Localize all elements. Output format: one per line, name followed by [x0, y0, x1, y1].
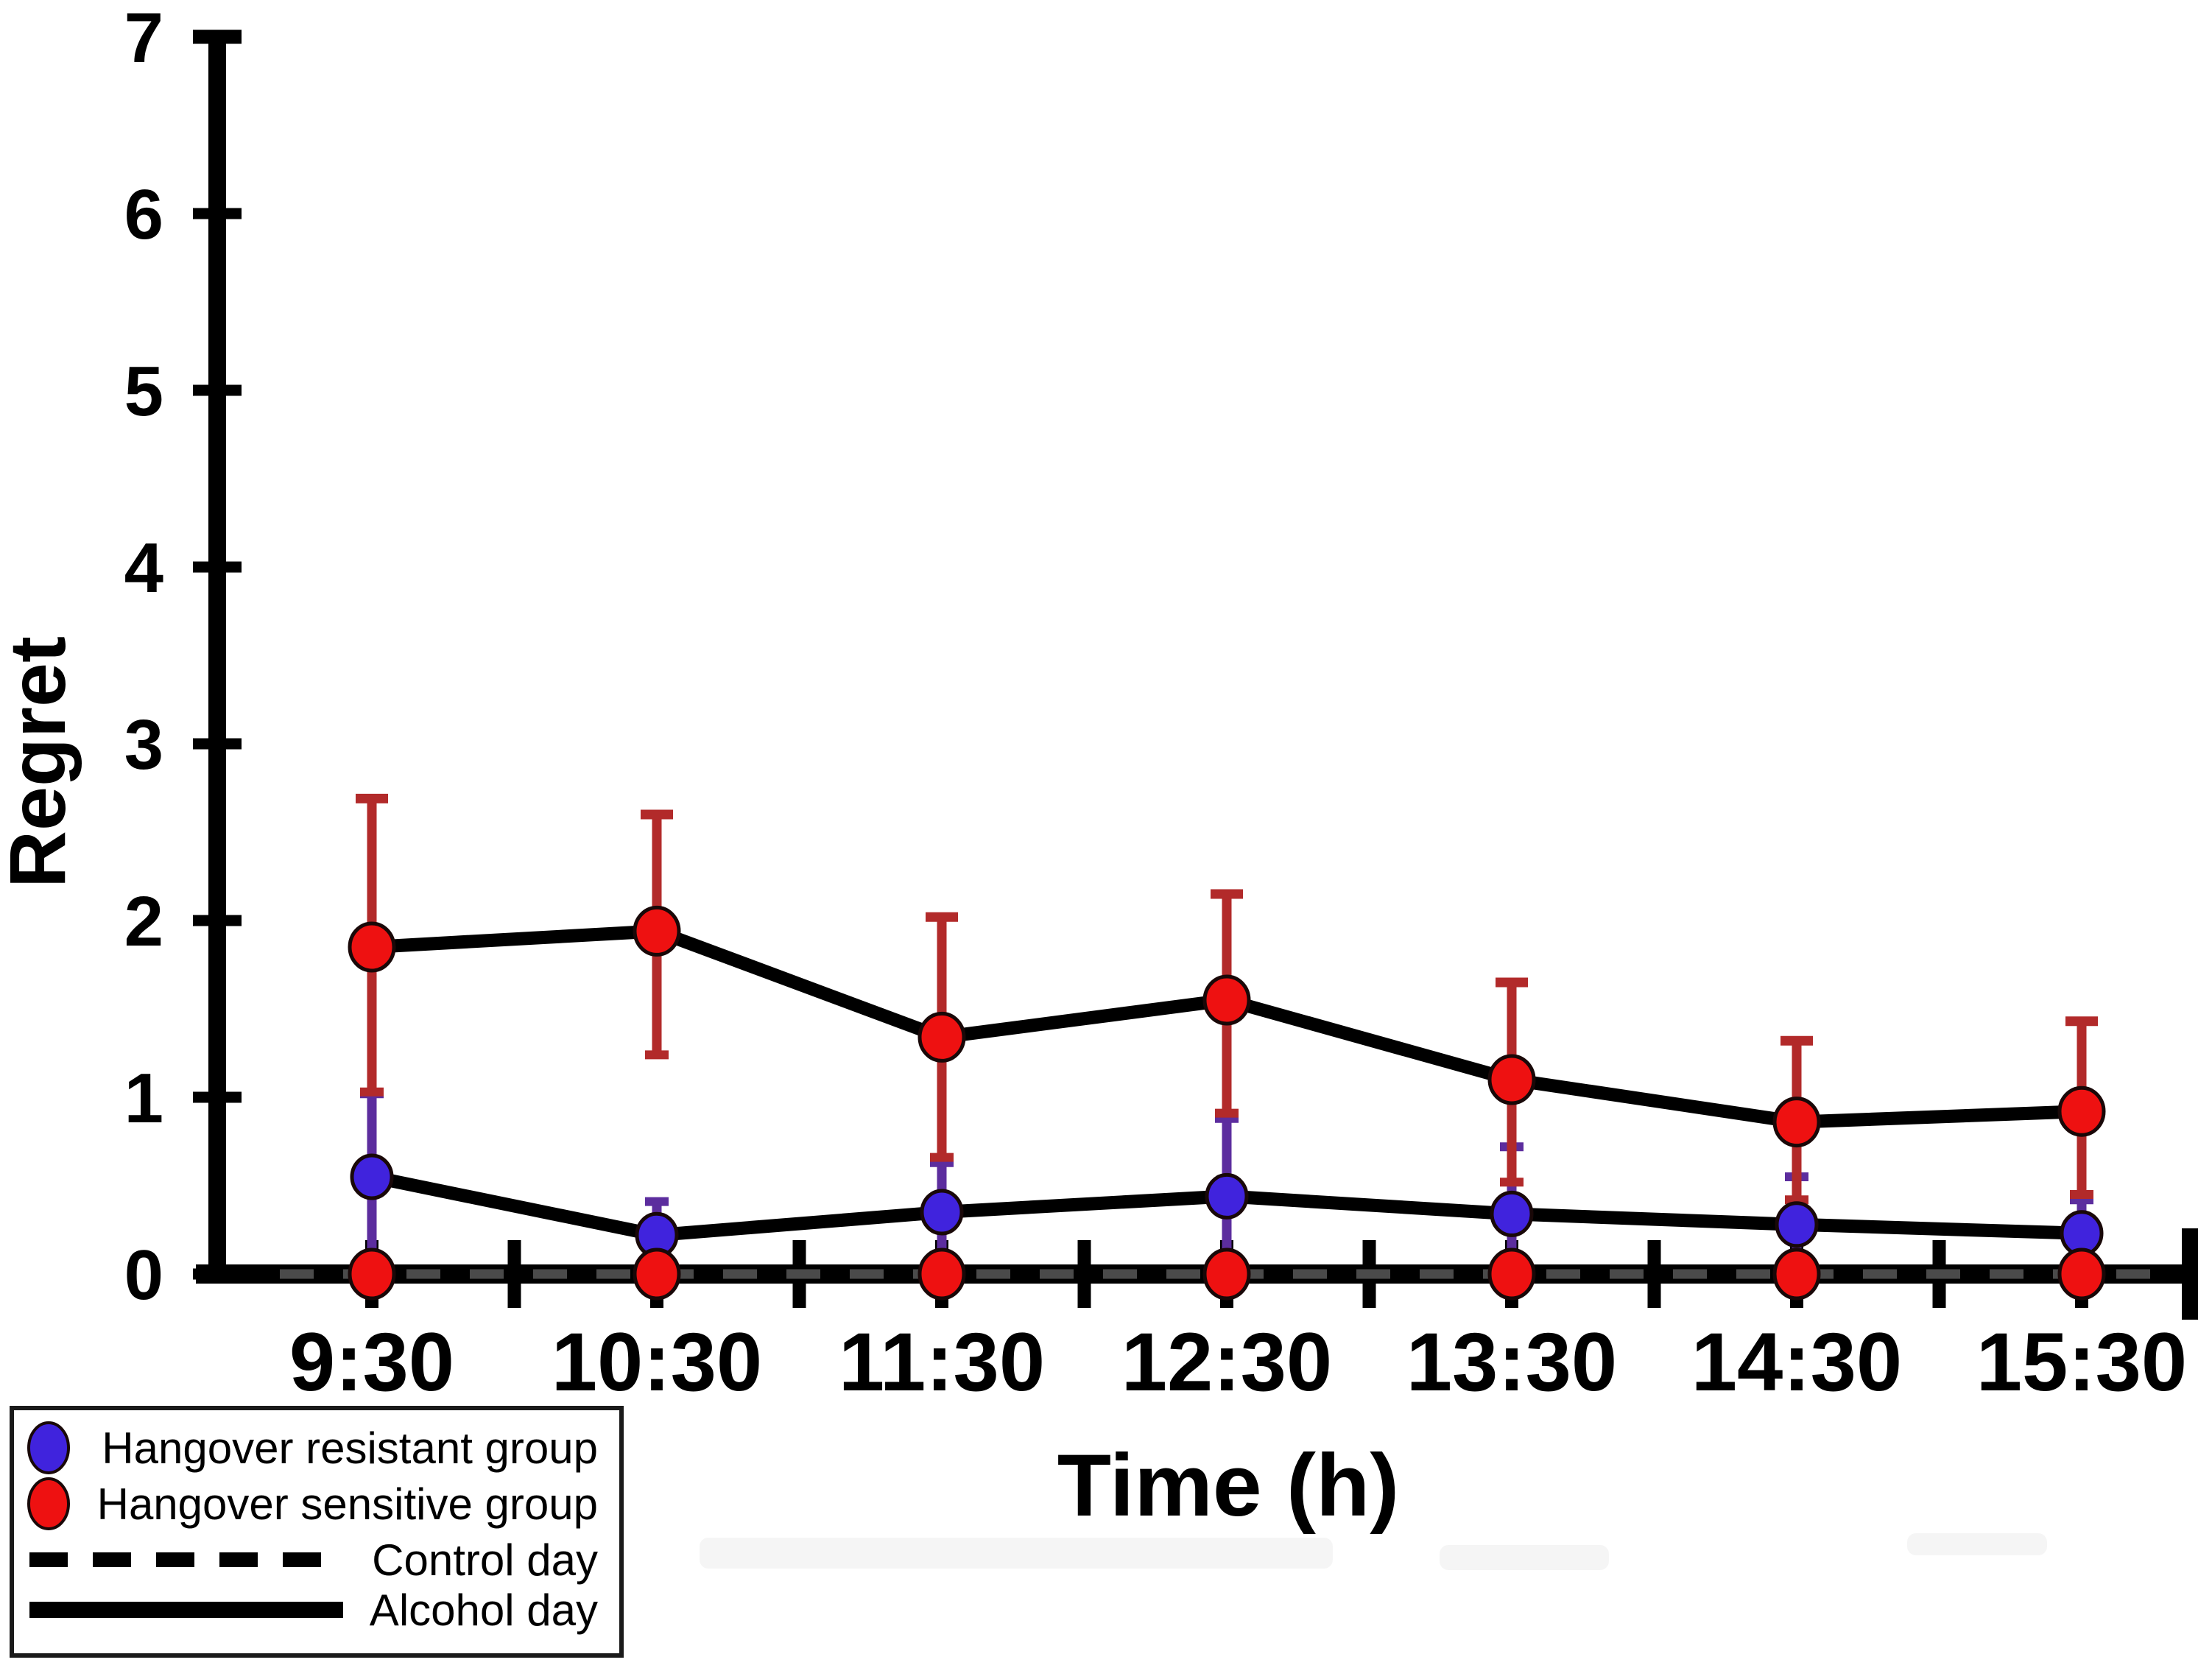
artifact-smudge [1907, 1533, 2047, 1555]
marker-blue-resistant [1205, 1172, 1249, 1220]
marker-red-sensitive [1202, 974, 1251, 1026]
data-markers [348, 905, 2106, 1301]
legend-item-label: Hangover resistant group [102, 1424, 598, 1473]
marker-red-sensitive [1772, 1097, 1821, 1148]
y-tick-label: 6 [124, 175, 163, 254]
x-axis-title: Time (h) [1057, 1436, 1399, 1535]
marker-blue-resistant [920, 1189, 964, 1236]
x-tick-label: 11:30 [839, 1316, 1045, 1408]
axis-labels: 0 1 2 3 4 5 6 7 9:30 10:30 11:30 12:30 13:30 14:30 15:… [0, 0, 2187, 1535]
y-tick-label: 1 [124, 1059, 163, 1138]
y-axis-title: Regret [0, 636, 82, 888]
x-tick-label: 12:30 [1121, 1316, 1332, 1408]
x-tick-label: 13:30 [1406, 1316, 1617, 1408]
x-tick-label: 9:30 [289, 1316, 454, 1408]
marker-red-sensitive [348, 921, 396, 973]
marker-red-control [2057, 1248, 2106, 1301]
marker-blue-resistant [1490, 1190, 1534, 1237]
marker-red-sensitive [1487, 1054, 1536, 1105]
legend-box: Hangover resistant group Hangover sensiti… [10, 1406, 624, 1658]
marker-blue-resistant [350, 1153, 394, 1200]
marker-red-control [917, 1248, 966, 1301]
marker-blue-resistant [1775, 1201, 1819, 1248]
y-tick-label: 3 [124, 705, 163, 784]
x-tick-label: 14:30 [1691, 1316, 1902, 1408]
y-tick-label: 7 [124, 0, 163, 77]
artifact-smudge [700, 1538, 1333, 1569]
marker-red-control [348, 1248, 396, 1301]
artifact-smudge [1440, 1545, 1609, 1570]
legend-item-label: Alcohol day [370, 1586, 598, 1635]
legend-item-label: Hangover sensitive group [97, 1479, 598, 1529]
x-tick-label: 15:30 [1976, 1316, 2187, 1408]
marker-red-control [1202, 1248, 1251, 1301]
marker-red-sensitive [917, 1011, 966, 1063]
marker-red-sensitive [633, 905, 681, 957]
y-tick-label: 5 [124, 352, 163, 431]
axes [193, 29, 2198, 1320]
x-tick-label: 10:30 [552, 1316, 762, 1408]
y-tick-label: 2 [124, 882, 163, 961]
marker-red-control [1772, 1248, 1821, 1301]
y-tick-label: 0 [124, 1236, 163, 1315]
marker-red-sensitive [2057, 1085, 2106, 1137]
marker-red-control [1487, 1248, 1536, 1301]
legend-item-label: Control day [372, 1535, 598, 1585]
y-tick-label: 4 [124, 529, 163, 608]
legend-swatch-blue-ellipse [27, 1421, 70, 1474]
legend-swatch-red-ellipse [27, 1477, 70, 1530]
marker-red-control [633, 1248, 681, 1301]
